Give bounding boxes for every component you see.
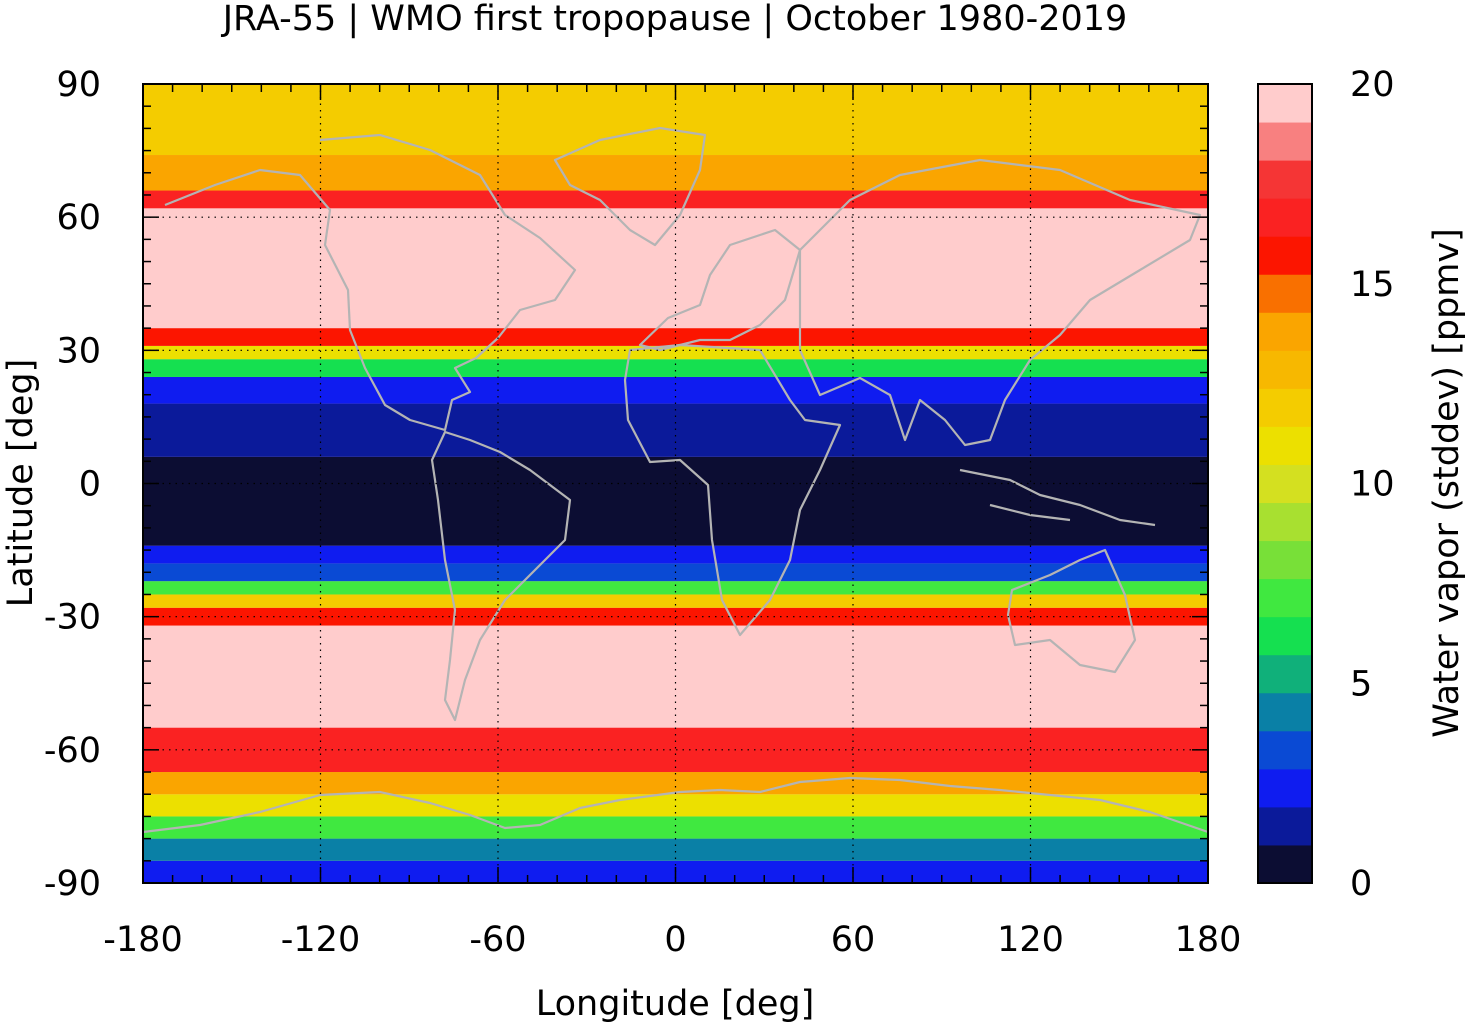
heatmap-band: [143, 772, 1208, 795]
x-tick-label: 60: [831, 920, 876, 960]
y-tick-label: -90: [44, 864, 101, 904]
colorbar-segment: [1258, 84, 1312, 123]
colorbar-tick-label: 15: [1350, 265, 1395, 305]
axis-ticks: [142, 83, 1209, 884]
x-tick-label: -180: [103, 920, 182, 960]
coastline-overlay: [143, 126, 1208, 834]
chart-title: JRA-55 | WMO first tropopause | October …: [221, 0, 1128, 39]
coastline-greenland: [553, 126, 707, 247]
coastline-asia: [798, 158, 1202, 447]
y-axis-label: Latitude [deg]: [1, 359, 41, 607]
colorbar-segment: [1258, 388, 1312, 427]
colorbar-segment: [1258, 578, 1312, 618]
heatmap-band: [143, 155, 1208, 191]
y-axis-tick-labels: 90 60 30 0 -30 -60 -90: [44, 65, 101, 904]
colorbar-tick-label: 0: [1350, 864, 1372, 904]
coastline-north-america: [164, 133, 577, 432]
x-tick-label: -120: [281, 920, 360, 960]
colorbar-tick-label: 10: [1350, 465, 1395, 505]
colorbar: [1258, 84, 1312, 884]
y-tick-label: -30: [44, 598, 101, 638]
y-tick-label: 90: [56, 65, 101, 105]
heatmap-band: [143, 594, 1208, 608]
heatmap-band: [143, 794, 1208, 817]
coastline-south-america: [430, 430, 572, 722]
colorbar-segment: [1258, 502, 1312, 542]
colorbar-segment: [1258, 274, 1312, 313]
colorbar-segment: [1258, 198, 1312, 237]
colorbar-frame: [1257, 83, 1313, 884]
x-axis-tick-labels: -180 -120 -60 0 60 120 180: [103, 920, 1241, 960]
colorbar-segment: [1258, 806, 1312, 846]
x-tick-label: 180: [1175, 920, 1242, 960]
y-tick-label: 0: [79, 465, 101, 505]
colorbar-label: Water vapor (stddev) [ppmv]: [1427, 228, 1467, 738]
colorbar-segment: [1258, 160, 1312, 199]
heatmap-layer: [143, 84, 1208, 883]
heatmap-band: [143, 345, 1208, 360]
colorbar-segment: [1258, 616, 1312, 656]
zonal-bands: [143, 84, 1208, 883]
colorbar-segment: [1258, 236, 1312, 275]
x-tick-label: 0: [664, 920, 686, 960]
colorbar-segment: [1258, 540, 1312, 580]
y-tick-label: 60: [56, 198, 101, 238]
colorbar-tick-labels: 0 5 10 15 20: [1350, 65, 1395, 904]
colorbar-tick-label: 5: [1350, 664, 1372, 704]
colorbar-segment: [1258, 350, 1312, 389]
heatmap-band: [143, 581, 1208, 595]
colorbar-segment: [1258, 312, 1312, 351]
heatmap-band: [143, 328, 1208, 346]
x-tick-label: -60: [469, 920, 526, 960]
colorbar-segment: [1258, 426, 1312, 465]
heatmap-band: [143, 545, 1208, 564]
y-tick-label: -60: [44, 731, 101, 771]
x-axis-label: Longitude [deg]: [536, 984, 814, 1024]
y-tick-label: 30: [56, 331, 101, 371]
heatmap-band: [143, 359, 1208, 377]
heatmap-band: [143, 190, 1208, 209]
coastline-antarctica: [143, 776, 1208, 834]
heatmap-band: [143, 816, 1208, 839]
x-tick-label: 120: [997, 920, 1064, 960]
heatmap-band: [143, 838, 1208, 861]
coastline-maritime-continent: [959, 468, 1156, 527]
colorbar-segment: [1258, 464, 1312, 504]
coastline-australia: [1006, 548, 1137, 674]
colorbar-tick-label: 20: [1350, 65, 1395, 105]
coastline-africa: [623, 343, 842, 637]
colorbar-segment: [1258, 844, 1312, 884]
colorbar-segment: [1258, 654, 1312, 694]
heatmap-band: [143, 208, 1208, 329]
colorbar-segment: [1258, 730, 1312, 770]
colorbar-segment: [1258, 122, 1312, 161]
heatmap-band: [143, 403, 1208, 457]
colorbar-segment: [1258, 692, 1312, 732]
heatmap-band: [143, 607, 1208, 626]
colorbar-segment: [1258, 768, 1312, 808]
